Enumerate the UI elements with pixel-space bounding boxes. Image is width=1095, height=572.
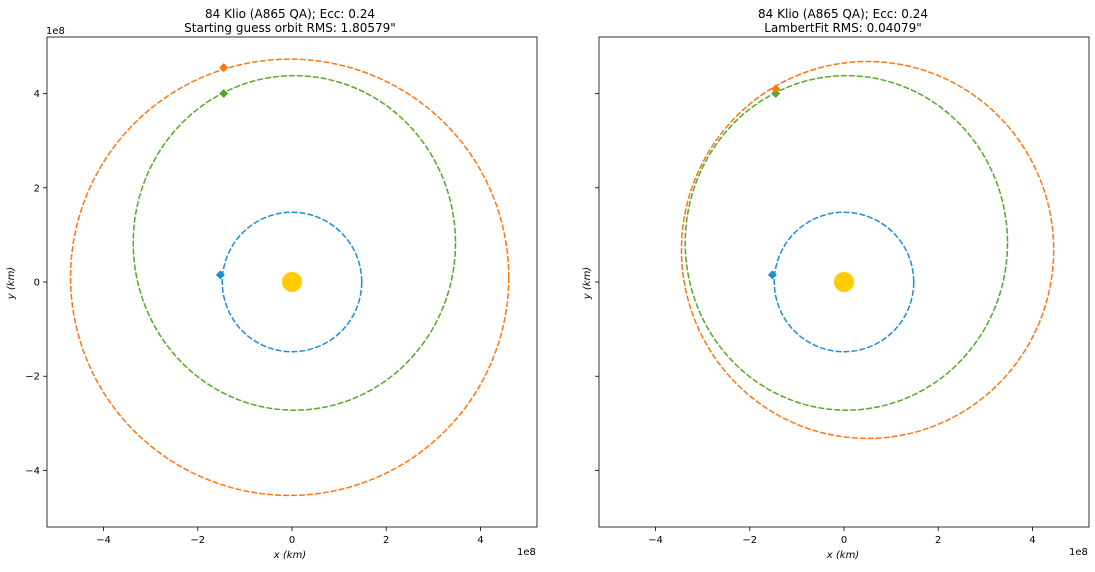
x-tick-label: 4 [477, 535, 483, 546]
position-marker-0 [215, 270, 225, 280]
orbit-path-0 [221, 211, 363, 353]
subtitle-right: LambertFit RMS: 0.04079" [764, 21, 922, 35]
x-axis-label-left: x (km) [273, 550, 306, 561]
x-tick-label: −4 [96, 535, 111, 546]
position-marker-1 [219, 89, 229, 99]
subtitle-left: Starting guess orbit RMS: 1.80579" [184, 21, 396, 35]
orbit-path-2 [69, 58, 510, 497]
y-tick-label: 4 [34, 89, 40, 100]
y-tick-label: 2 [34, 183, 40, 194]
y-axis-label-left: y (km) [6, 267, 17, 300]
position-marker-0 [767, 270, 777, 280]
plot-area [69, 58, 510, 497]
orbit-path-2 [680, 60, 1055, 440]
position-marker-1 [771, 89, 781, 99]
x-scale-label-left: 1e8 [517, 547, 536, 558]
y-axis-label-right: y (km) [582, 267, 593, 300]
x-tick-label: −2 [190, 535, 205, 546]
y-scale-label-left: 1e8 [46, 26, 65, 37]
orbit-path-1 [684, 74, 1009, 411]
orbit-path-1 [132, 74, 457, 411]
y-tick-label: 0 [34, 278, 40, 289]
title-right: 84 Klio (A865 QA); Ecc: 0.24 [758, 7, 928, 21]
x-axis-label-right: x (km) [826, 550, 859, 561]
title-left: 84 Klio (A865 QA); Ecc: 0.24 [205, 7, 375, 21]
x-tick-label: −4 [648, 535, 663, 546]
x-tick-label: 2 [383, 535, 389, 546]
x-tick-label: −2 [742, 535, 757, 546]
subplot-right: 84 Klio (A865 QA); Ecc: 0.24 LambertFit … [582, 7, 1090, 561]
orbit-path-0 [773, 211, 915, 353]
position-marker-2 [219, 63, 229, 73]
x-tick-label: 2 [935, 535, 941, 546]
position-marker-2 [771, 84, 781, 94]
y-tick-label: −4 [25, 466, 40, 477]
x-tick-label: 0 [289, 535, 295, 546]
y-tick-label: −2 [25, 372, 40, 383]
sun-marker [834, 272, 854, 292]
plot-area [680, 60, 1055, 440]
x-tick-label: 4 [1029, 535, 1035, 546]
subplot-left: 84 Klio (A865 QA); Ecc: 0.24 Starting gu… [6, 7, 538, 561]
sun-marker [282, 272, 302, 292]
x-tick-label: 0 [841, 535, 847, 546]
x-scale-label-right: 1e8 [1069, 547, 1088, 558]
